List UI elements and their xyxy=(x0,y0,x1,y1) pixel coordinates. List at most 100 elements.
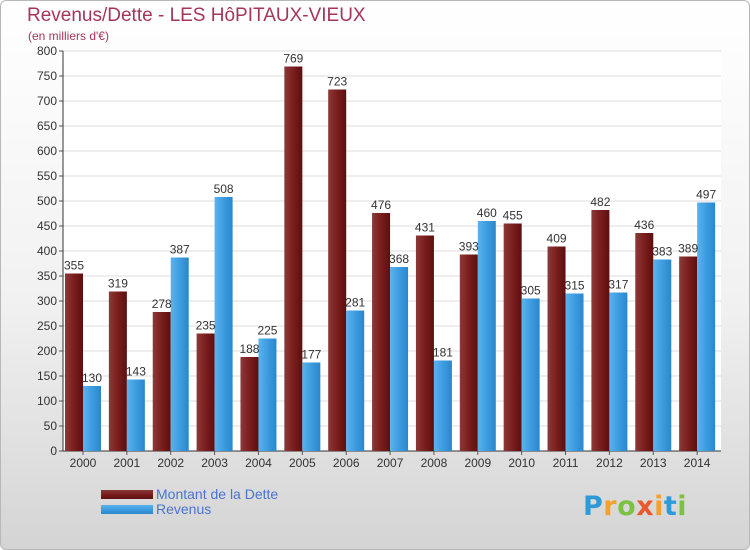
value-label-revenue-2002: 387 xyxy=(170,243,190,257)
value-label-revenue-2005: 177 xyxy=(301,348,321,362)
bar-debt-2000 xyxy=(65,273,83,451)
value-label-revenue-2009: 460 xyxy=(477,206,497,220)
bar-debt-2001 xyxy=(108,291,127,451)
bar-revenue-2014 xyxy=(697,202,716,451)
y-tick-label: 250 xyxy=(37,319,57,333)
bar-revenue-2002 xyxy=(170,257,189,451)
value-label-revenue-2003: 508 xyxy=(214,182,234,196)
bar-revenue-2001 xyxy=(126,379,145,451)
bar-revenue-2009 xyxy=(477,221,496,451)
value-label-revenue-2007: 368 xyxy=(389,252,409,266)
logo-letter: x xyxy=(636,491,655,522)
bar-debt-2008 xyxy=(415,235,434,451)
value-label-debt-2002: 278 xyxy=(152,297,172,311)
value-label-revenue-2006: 281 xyxy=(345,296,365,310)
y-tick-label: 750 xyxy=(37,69,57,83)
value-label-debt-2005: 769 xyxy=(283,52,303,66)
logo-letter: r xyxy=(603,491,618,522)
value-label-debt-2008: 431 xyxy=(415,221,435,235)
y-tick-label: 300 xyxy=(37,294,57,308)
value-label-debt-2014: 389 xyxy=(678,242,698,256)
bar-debt-2004 xyxy=(240,357,259,451)
y-tick-label: 100 xyxy=(37,394,57,408)
bar-revenue-2011 xyxy=(565,293,584,451)
x-tick-label-2000: 2000 xyxy=(70,456,97,470)
value-label-debt-2003: 235 xyxy=(196,319,216,333)
y-tick-label: 0 xyxy=(50,444,57,458)
value-label-debt-2009: 393 xyxy=(459,240,479,254)
logo-letter: o xyxy=(617,491,637,522)
legend-label-revenue: Revenus xyxy=(156,501,212,517)
chart-title: Revenus/Dette - LES HôPITAUX-VIEUX xyxy=(27,5,366,26)
chart-unit-label: (en milliers d'€) xyxy=(28,29,109,43)
x-tick-label-2003: 2003 xyxy=(201,456,228,470)
logo-letter: i xyxy=(654,491,664,522)
bar-debt-2002 xyxy=(152,312,171,451)
value-label-debt-2012: 482 xyxy=(590,195,610,209)
value-label-debt-2010: 455 xyxy=(503,209,523,223)
value-label-debt-2001: 319 xyxy=(108,277,128,291)
value-label-revenue-2001: 143 xyxy=(126,365,146,379)
logo-letter: P xyxy=(583,491,604,522)
bar-debt-2006 xyxy=(328,89,347,451)
y-tick-label: 800 xyxy=(37,44,57,58)
legend-swatch-revenue xyxy=(101,505,153,514)
logo-letter: t xyxy=(663,491,678,522)
x-tick-label-2013: 2013 xyxy=(640,456,667,470)
x-tick-label-2004: 2004 xyxy=(245,456,272,470)
y-tick-label: 700 xyxy=(37,94,57,108)
bar-debt-2012 xyxy=(591,210,610,451)
bar-revenue-2005 xyxy=(302,362,321,451)
y-tick-label: 500 xyxy=(37,194,57,208)
bar-debt-2005 xyxy=(284,66,303,451)
bar-debt-2014 xyxy=(679,256,698,451)
y-tick-label: 450 xyxy=(37,219,57,233)
bar-revenue-2003 xyxy=(214,197,233,451)
legend-label-debt: Montant de la Dette xyxy=(156,486,279,502)
x-tick-label-2011: 2011 xyxy=(553,456,579,470)
x-tick-label-2014: 2014 xyxy=(684,456,711,470)
x-tick-label-2008: 2008 xyxy=(421,456,448,470)
value-label-debt-2013: 436 xyxy=(634,218,654,232)
y-tick-label: 350 xyxy=(37,269,57,283)
y-tick-label: 600 xyxy=(37,144,57,158)
x-tick-label-2007: 2007 xyxy=(377,456,404,470)
value-label-revenue-2008: 181 xyxy=(433,346,453,360)
y-tick-label: 400 xyxy=(37,244,57,258)
y-tick-label: 550 xyxy=(37,169,57,183)
bar-revenue-2008 xyxy=(433,360,452,451)
value-label-debt-2004: 188 xyxy=(239,342,259,356)
bar-revenue-2004 xyxy=(258,338,277,451)
value-label-revenue-2014: 497 xyxy=(696,188,716,202)
bar-debt-2009 xyxy=(459,254,478,451)
x-tick-label-2005: 2005 xyxy=(289,456,316,470)
value-label-revenue-2013: 383 xyxy=(652,245,672,259)
x-tick-label-2001: 2001 xyxy=(114,456,141,470)
bar-revenue-2006 xyxy=(346,310,365,451)
legend-swatch-debt xyxy=(101,490,153,499)
bar-debt-2007 xyxy=(372,213,391,451)
bar-debt-2011 xyxy=(547,246,566,451)
value-label-revenue-2011: 315 xyxy=(565,279,585,293)
value-label-debt-2006: 723 xyxy=(327,75,347,89)
value-label-debt-2000: 355 xyxy=(64,259,84,273)
x-tick-label-2002: 2002 xyxy=(157,456,184,470)
proxiti-logo: Proxiti xyxy=(583,491,687,522)
bar-debt-2010 xyxy=(503,223,522,451)
value-label-debt-2011: 409 xyxy=(547,232,567,246)
y-tick-label: 50 xyxy=(44,419,58,433)
bar-debt-2013 xyxy=(635,233,654,451)
bar-revenue-2013 xyxy=(653,259,672,451)
bar-revenue-2010 xyxy=(521,298,540,451)
y-tick-label: 200 xyxy=(37,344,57,358)
value-label-revenue-2010: 305 xyxy=(521,284,541,298)
bar-debt-2003 xyxy=(196,333,215,451)
x-tick-label-2006: 2006 xyxy=(333,456,360,470)
value-label-revenue-2012: 317 xyxy=(608,278,628,292)
y-tick-label: 650 xyxy=(37,119,57,133)
x-tick-label-2012: 2012 xyxy=(596,456,623,470)
logo-letter: i xyxy=(677,491,688,522)
x-tick-label-2010: 2010 xyxy=(508,456,535,470)
